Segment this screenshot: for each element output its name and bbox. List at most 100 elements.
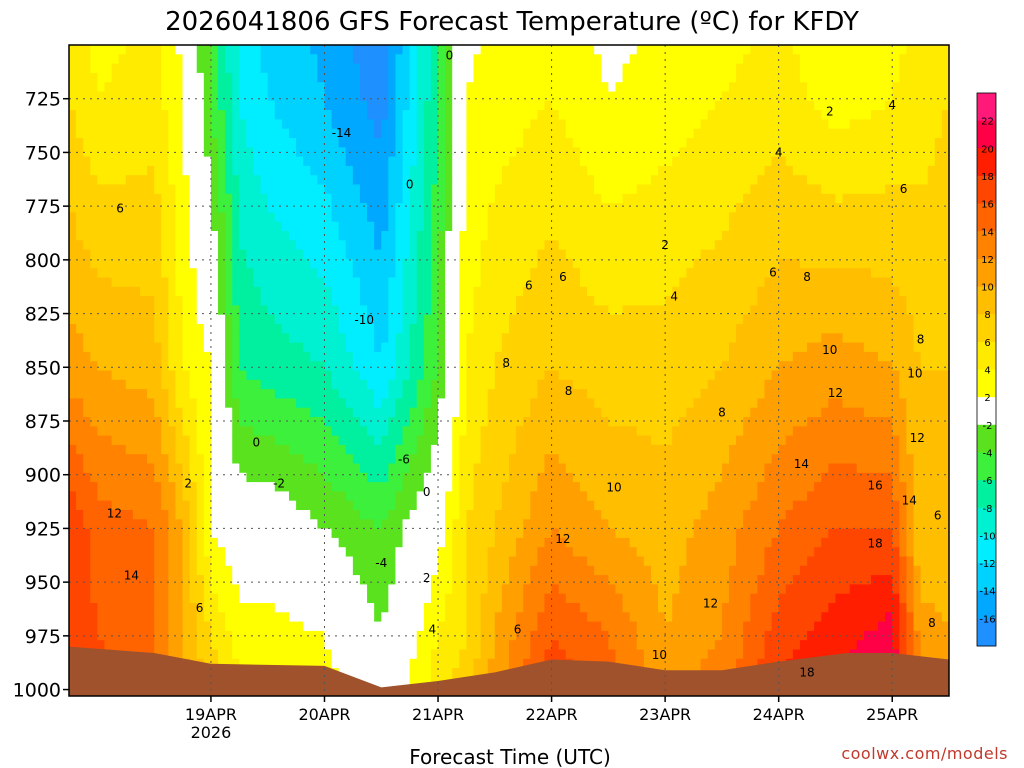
temperature-cell	[438, 435, 446, 446]
temperature-cell	[189, 258, 198, 269]
temperature-cell	[118, 212, 127, 223]
temperature-cell	[147, 128, 155, 139]
temperature-cell	[246, 491, 255, 502]
temperature-cell	[267, 407, 276, 418]
temperature-cell	[210, 537, 219, 548]
temperature-cell	[239, 537, 248, 548]
temperature-cell	[83, 630, 91, 641]
temperature-cell	[395, 184, 404, 195]
temperature-cell	[430, 249, 439, 260]
temperature-cell	[161, 407, 169, 418]
temperature-cell	[423, 575, 432, 585]
temperature-cell	[416, 54, 425, 65]
temperature-cell	[253, 110, 262, 120]
temperature-cell	[104, 519, 113, 530]
temperature-cell	[438, 203, 446, 213]
temperature-cell	[111, 138, 120, 148]
temperature-cell	[260, 658, 269, 669]
temperature-cell	[445, 491, 453, 502]
temperature-cell	[423, 184, 432, 195]
temperature-cell	[466, 379, 475, 390]
temperature-cell	[118, 156, 127, 167]
temperature-cell	[402, 565, 411, 576]
temperature-cell	[501, 370, 510, 381]
temperature-cell	[168, 91, 177, 102]
temperature-cell	[381, 203, 389, 213]
temperature-cell	[438, 110, 446, 120]
temperature-cell	[281, 221, 290, 232]
temperature-cell	[345, 342, 354, 353]
temperature-cell	[459, 351, 468, 362]
temperature-cell	[345, 547, 354, 558]
temperature-cell	[324, 370, 333, 381]
temperature-cell	[76, 221, 84, 232]
temperature-cell	[338, 482, 347, 492]
temperature-cell	[161, 630, 169, 641]
temperature-cell	[473, 324, 482, 334]
temperature-cell	[537, 156, 546, 167]
temperature-cell	[69, 528, 77, 539]
temperature-cell	[352, 314, 361, 325]
temperature-cell	[324, 398, 333, 409]
temperature-cell	[125, 165, 134, 176]
temperature-cell	[381, 212, 389, 223]
temperature-cell	[175, 463, 184, 474]
temperature-cell	[530, 165, 538, 176]
temperature-cell	[466, 575, 475, 585]
temperature-cell	[281, 91, 290, 102]
temperature-cell	[480, 277, 489, 288]
temperature-cell	[189, 426, 198, 437]
temperature-cell	[331, 519, 340, 530]
temperature-cell	[232, 603, 240, 613]
temperature-cell	[423, 286, 432, 297]
temperature-cell	[232, 221, 240, 232]
temperature-cell	[281, 658, 290, 669]
temperature-cell	[523, 82, 531, 93]
temperature-cell	[544, 351, 553, 362]
temperature-cell	[232, 296, 240, 306]
temperature-cell	[69, 370, 77, 381]
temperature-cell	[381, 240, 389, 251]
temperature-cell	[381, 417, 389, 427]
temperature-cell	[523, 370, 531, 381]
temperature-cell	[76, 212, 84, 223]
temperature-cell	[388, 547, 397, 558]
temperature-cell	[97, 454, 106, 465]
temperature-cell	[338, 231, 347, 241]
temperature-cell	[225, 156, 233, 167]
temperature-cell	[296, 444, 304, 455]
temperature-cell	[225, 584, 233, 595]
temperature-cell	[423, 649, 432, 660]
temperature-cell	[480, 351, 489, 362]
temperature-cell	[97, 472, 106, 483]
temperature-cell	[218, 314, 226, 325]
temperature-cell	[544, 221, 553, 232]
temperature-cell	[76, 370, 84, 381]
temperature-cell	[139, 193, 148, 204]
temperature-cell	[480, 510, 489, 520]
temperature-cell	[352, 277, 361, 288]
temperature-cell	[395, 212, 404, 223]
temperature-cell	[90, 444, 98, 455]
temperature-cell	[558, 203, 567, 213]
temperature-cell	[132, 398, 141, 409]
temperature-cell	[97, 54, 106, 65]
temperature-cell	[388, 63, 397, 74]
temperature-cell	[147, 221, 155, 232]
temperature-cell	[232, 286, 240, 297]
temperature-cell	[218, 82, 226, 93]
temperature-cell	[445, 500, 453, 511]
temperature-cell	[118, 175, 127, 186]
temperature-cell	[466, 621, 475, 632]
temperature-cell	[218, 407, 226, 418]
temperature-cell	[416, 324, 425, 334]
temperature-cell	[97, 630, 106, 641]
temperature-cell	[218, 351, 226, 362]
temperature-cell	[281, 575, 290, 585]
temperature-cell	[239, 342, 248, 353]
temperature-cell	[438, 426, 446, 437]
temperature-cell	[132, 500, 141, 511]
temperature-cell	[253, 472, 262, 483]
temperature-cell	[218, 482, 226, 492]
temperature-cell	[274, 268, 283, 279]
